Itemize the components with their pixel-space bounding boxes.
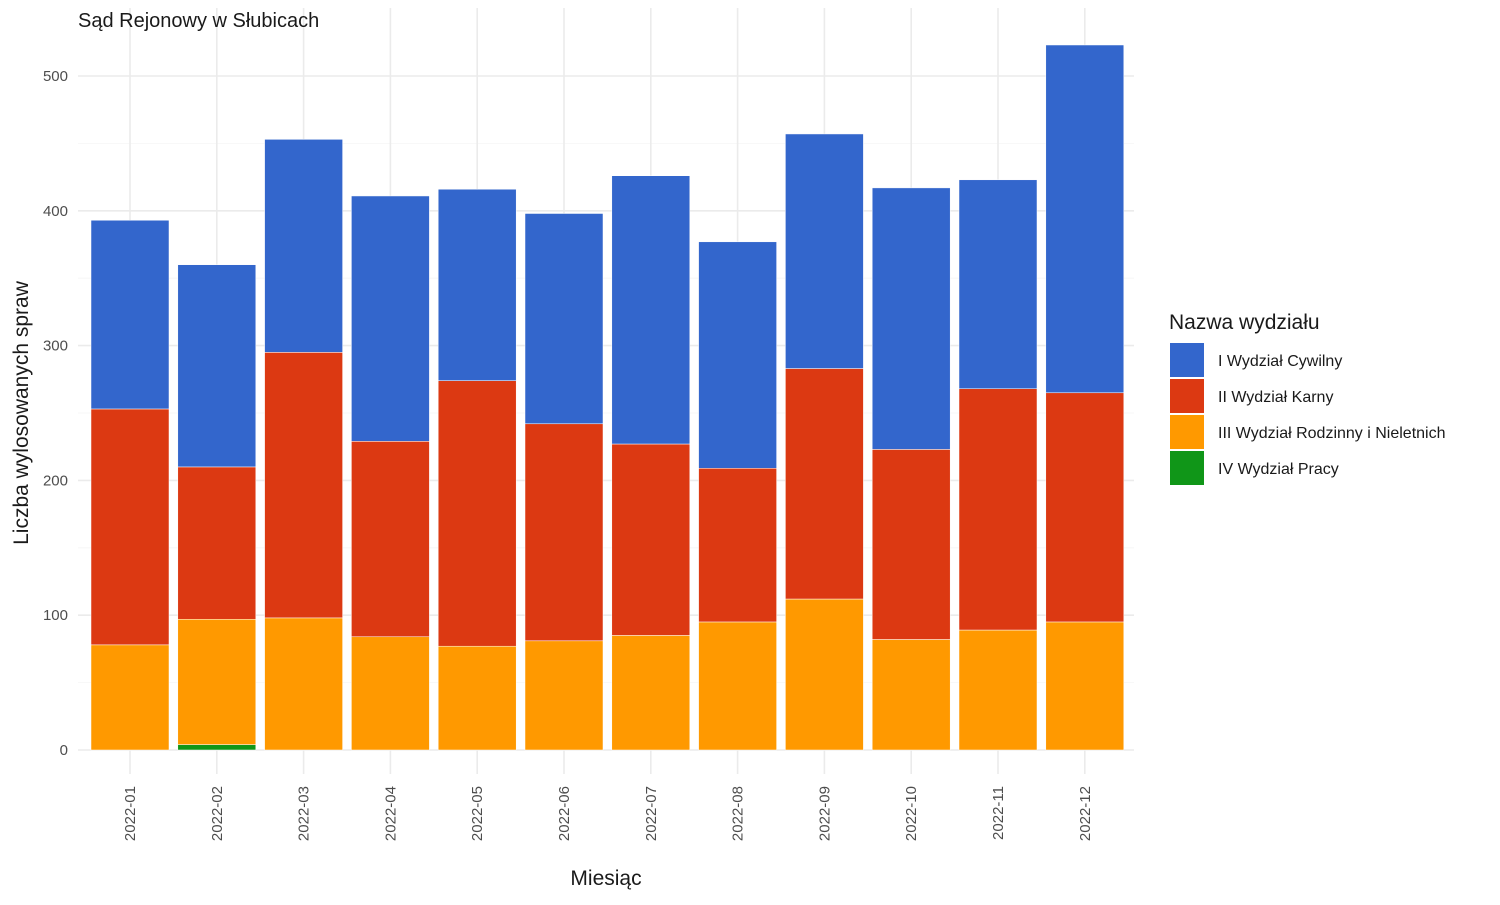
- bar-segment: [698, 468, 777, 623]
- bar-segment: [524, 640, 604, 751]
- y-tick-label: 500: [43, 68, 68, 85]
- bar-segment: [785, 133, 864, 369]
- bar-segment: [611, 635, 691, 751]
- bar-segment: [264, 617, 343, 751]
- legend-swatch: [1170, 379, 1204, 413]
- chart-title: Sąd Rejonowy w Słubicach: [78, 10, 319, 32]
- bar-segment: [1045, 392, 1125, 623]
- legend-swatch: [1170, 415, 1204, 449]
- bar-segment: [871, 187, 951, 450]
- bar-segment: [958, 179, 1038, 389]
- bar-segment: [1045, 621, 1125, 751]
- y-tick-label: 300: [43, 338, 68, 355]
- bar-segment: [437, 188, 517, 381]
- x-tick-label: 2022-02: [209, 786, 226, 841]
- bar-segment: [785, 368, 864, 600]
- bar-segment: [90, 408, 170, 646]
- legend-items: I Wydział Cywilny II Wydział Karny III Wyd…: [1170, 343, 1446, 485]
- bar-segment: [177, 618, 257, 745]
- bar-segment: [177, 264, 257, 468]
- y-tick-label: 100: [43, 607, 68, 624]
- legend-label: IV Wydział Pracy: [1218, 461, 1339, 478]
- legend-label: III Wydział Rodzinny i Nieletnich: [1218, 425, 1446, 442]
- bar-segment: [611, 443, 691, 636]
- y-tick-label: 0: [60, 742, 68, 759]
- x-tick-label: 2022-11: [990, 786, 1007, 840]
- axis-layer: 0 100 200 300 400 500 2022-01 2022-02 2022-03 202…: [43, 68, 1094, 841]
- bar-segment: [437, 380, 517, 647]
- bar-segment: [611, 175, 691, 445]
- bar-segment: [264, 139, 343, 353]
- bar-segment: [1045, 44, 1125, 394]
- x-tick-label: 2022-08: [730, 786, 747, 841]
- bar-segment: [351, 195, 430, 442]
- y-tick-label: 200: [43, 472, 68, 489]
- x-tick-label: 2022-09: [816, 786, 833, 841]
- x-tick-label: 2022-04: [382, 786, 399, 841]
- legend-label: II Wydział Karny: [1218, 389, 1333, 406]
- bar-segment: [871, 449, 951, 640]
- x-tick-label: 2022-05: [469, 786, 486, 841]
- bar-segment: [524, 423, 604, 642]
- bars-layer: [90, 44, 1125, 751]
- x-axis-title: Miesiąc: [570, 867, 641, 890]
- bar-segment: [958, 629, 1038, 751]
- x-tick-label: 2022-07: [643, 786, 660, 841]
- legend: Nazwa wydziału I Wydział Cywilny II Wydzi…: [1169, 311, 1446, 485]
- legend-swatch: [1170, 451, 1204, 485]
- bar-segment: [698, 621, 777, 751]
- y-axis-title: Liczba wylosowanych spraw: [10, 280, 33, 545]
- bar-segment: [785, 598, 864, 751]
- y-tick-label: 400: [43, 203, 68, 220]
- x-tick-label: 2022-12: [1077, 786, 1094, 841]
- x-tick-label: 2022-01: [122, 786, 139, 841]
- x-tick-label: 2022-06: [556, 786, 573, 841]
- legend-label: I Wydział Cywilny: [1218, 353, 1342, 370]
- bar-segment: [871, 639, 951, 751]
- bar-segment: [437, 645, 517, 751]
- x-tick-label: 2022-03: [296, 786, 313, 841]
- bar-segment: [351, 441, 430, 638]
- bar-segment: [524, 213, 604, 425]
- legend-title: Nazwa wydziału: [1169, 311, 1320, 334]
- legend-swatch: [1170, 343, 1204, 377]
- bar-segment: [177, 744, 257, 751]
- x-tick-label: 2022-10: [903, 786, 920, 841]
- bar-segment: [90, 644, 170, 751]
- bar-segment: [264, 352, 343, 619]
- bar-segment: [351, 636, 430, 751]
- bar-segment: [698, 241, 777, 469]
- bar-segment: [177, 466, 257, 620]
- bar-segment: [90, 219, 170, 410]
- bar-segment: [958, 388, 1038, 631]
